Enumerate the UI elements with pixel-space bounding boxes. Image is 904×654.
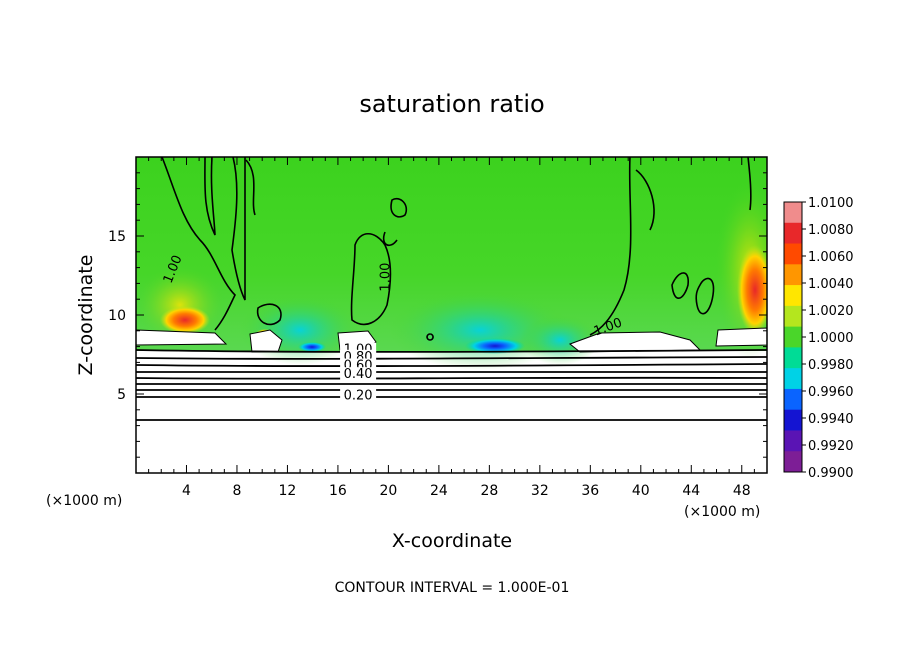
colorbar-tick-label: 0.9960 xyxy=(808,385,854,400)
colorbar-swatch xyxy=(784,285,802,307)
colorbar-tick-label: 0.9920 xyxy=(808,439,854,454)
x-tick-label: 48 xyxy=(733,483,751,499)
x-tick-label: 36 xyxy=(581,483,599,499)
colorbar-swatch xyxy=(784,430,802,452)
colorbar: 1.0100 1.0080 1.0060 1.0040 1.0020 1.0000 0.99… xyxy=(783,196,854,481)
y-axis: 5 10 15 xyxy=(108,172,767,458)
x-tick-label: 12 xyxy=(279,483,297,499)
contour-label: 0.20 xyxy=(344,389,373,404)
y-tick-label: 5 xyxy=(117,387,126,403)
x-tick-label: 16 xyxy=(329,483,347,499)
contour-label: 0.40 xyxy=(344,367,373,382)
y-axis-title: Z-coordinate xyxy=(75,255,97,376)
x-tick-label: 28 xyxy=(480,483,498,499)
x-axis: 4 8 12 16 20 24 28 32 36 40 44 48 xyxy=(148,157,755,499)
colorbar-tick-label: 1.0040 xyxy=(808,277,854,292)
colorbar-tick-label: 1.0000 xyxy=(808,331,854,346)
colorbar-swatch xyxy=(784,326,802,348)
colorbar-tick-label: 0.9980 xyxy=(808,358,854,373)
y-tick-label: 15 xyxy=(108,229,126,245)
colorbar-tick-label: 0.9940 xyxy=(808,412,854,427)
contour-label-bg xyxy=(340,388,377,403)
colorbar-swatch xyxy=(784,243,802,265)
x-tick-label: 4 xyxy=(182,483,191,499)
x-unit-label-left: (×1000 m) xyxy=(46,493,122,509)
colorbar-swatch xyxy=(784,347,802,369)
x-tick-label: 44 xyxy=(682,483,700,499)
colorbar-swatch xyxy=(784,222,802,245)
colorbar-swatch xyxy=(784,264,802,286)
y-tick-label: 10 xyxy=(108,308,126,324)
contour-interval-note: CONTOUR INTERVAL = 1.000E-01 xyxy=(335,580,570,596)
contour-label: 1.00 xyxy=(379,263,394,292)
x-tick-label: 24 xyxy=(430,483,448,499)
x-tick-label: 20 xyxy=(379,483,397,499)
x-axis-title: X-coordinate xyxy=(392,530,512,552)
saturation-field xyxy=(136,157,767,473)
chart-title: saturation ratio xyxy=(359,90,544,118)
x-tick-label: 32 xyxy=(531,483,549,499)
contour-label-bg xyxy=(340,367,377,382)
x-unit-label-right: (×1000 m) xyxy=(684,504,760,520)
x-tick-label: 40 xyxy=(632,483,650,499)
colorbar-swatch xyxy=(784,368,802,390)
colorbar-swatch xyxy=(784,451,802,473)
colorbar-tick-label: 1.0020 xyxy=(808,304,854,319)
colorbar-swatch xyxy=(784,202,802,224)
colorbar-swatch xyxy=(784,305,802,328)
colorbar-tick-label: 0.9900 xyxy=(808,466,854,481)
x-tick-label: 8 xyxy=(232,483,241,499)
colorbar-tick-label: 1.0060 xyxy=(808,250,854,265)
colorbar-tick-label: 1.0080 xyxy=(808,223,854,238)
colorbar-swatch xyxy=(784,409,802,431)
colorbar-swatch xyxy=(784,388,802,411)
colorbar-tick-label: 1.0100 xyxy=(808,196,854,211)
